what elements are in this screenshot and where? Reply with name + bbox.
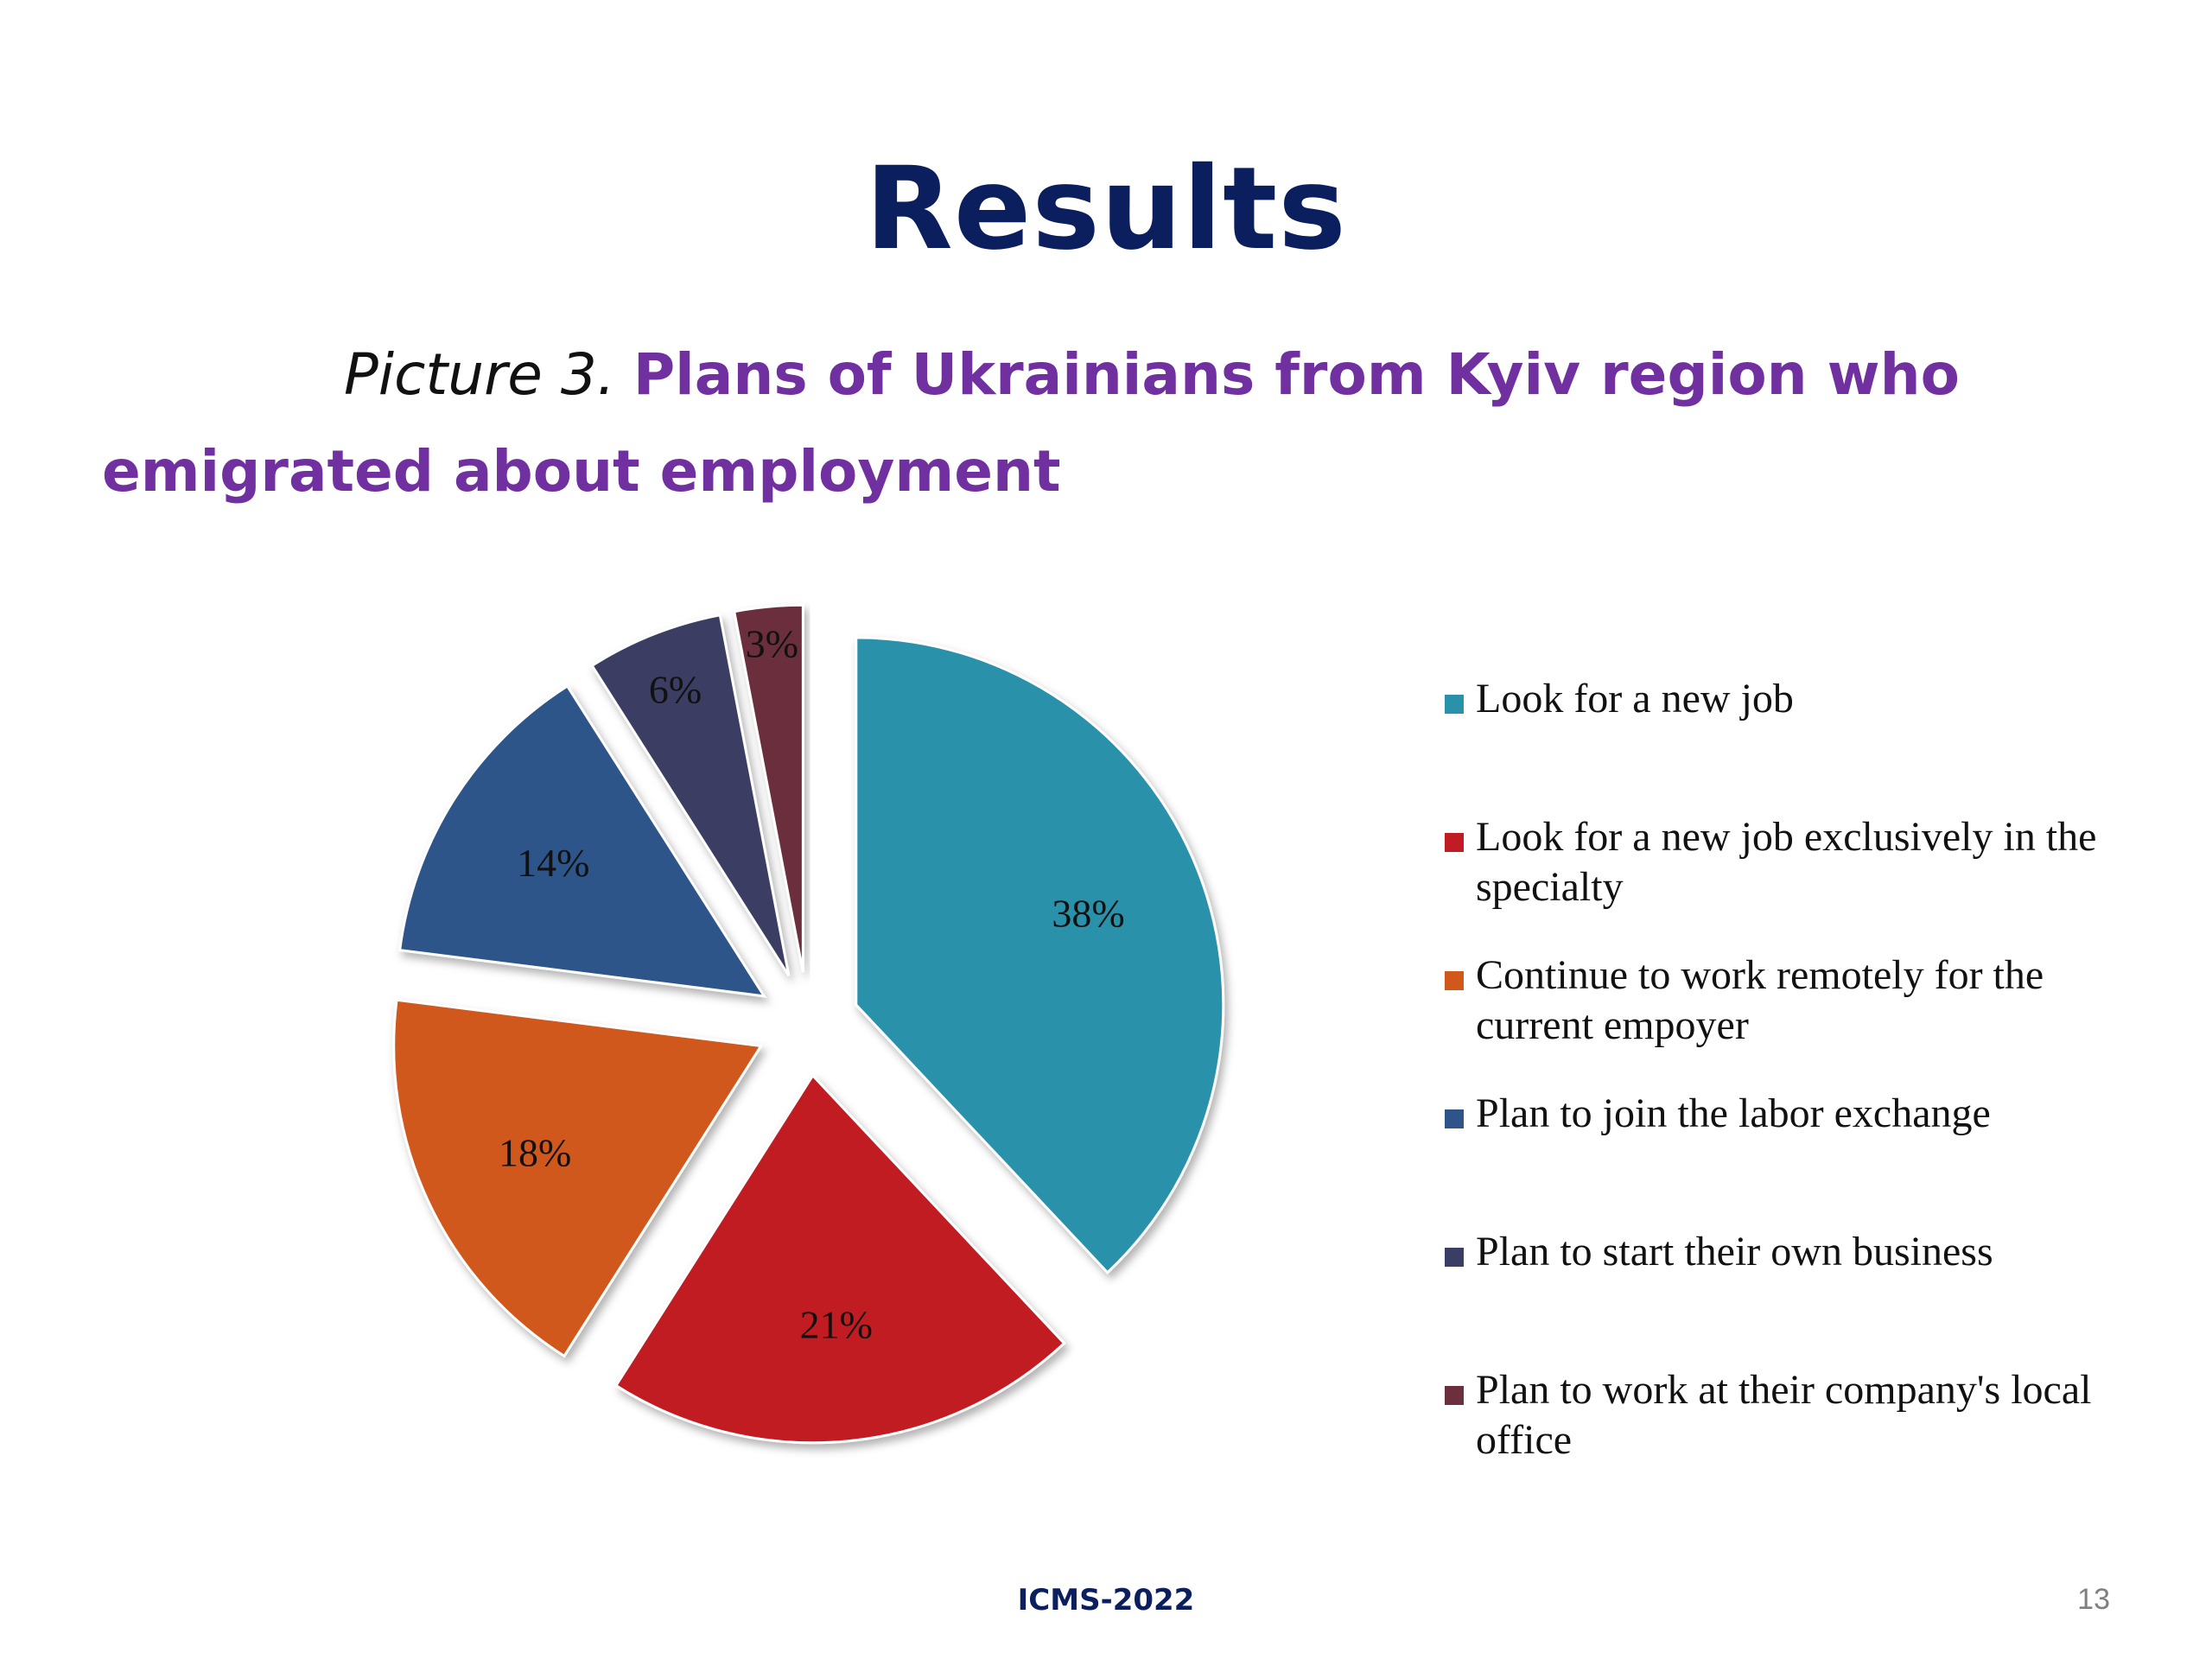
slice-data-label: 21% (800, 1302, 873, 1346)
legend-item: Plan to work at their company's local of… (1445, 1365, 2119, 1465)
pie-slice (392, 998, 764, 1358)
legend-swatch (1445, 695, 1464, 714)
legend-item: Look for a new job exclusively in the sp… (1445, 812, 2119, 912)
legend-label: Plan to start their own business (1476, 1229, 1993, 1274)
pie-slice (613, 1073, 1066, 1445)
legend-label: Plan to work at their company's local of… (1476, 1367, 2092, 1463)
legend-label: Plan to join the labor exchange (1476, 1090, 1991, 1136)
pie-slice (855, 636, 1225, 1274)
slice-data-label: 6% (649, 667, 702, 711)
legend-label: Look for a new job (1476, 676, 1794, 721)
legend-item: Continue to work remotely for the curren… (1445, 950, 2119, 1051)
pie-slice (732, 603, 804, 973)
caption-title: Plans of Ukrainians from Kyiv region who… (102, 341, 1960, 505)
footer-conference: ICMS-2022 (1017, 1583, 1195, 1618)
slice-data-label: 3% (746, 621, 798, 665)
slice-data-label: 38% (1052, 892, 1124, 936)
legend-label: Continue to work remotely for the curren… (1476, 952, 2044, 1048)
slice-data-label: 18% (499, 1131, 571, 1175)
legend-swatch (1445, 1248, 1464, 1267)
pie-slice (590, 613, 791, 977)
slide-title: Results (865, 143, 1347, 276)
legend-label: Look for a new job exclusively in the sp… (1476, 814, 2097, 910)
caption-prefix: Picture 3. (344, 341, 615, 408)
pie-slice (398, 683, 767, 998)
slice-data-label: 14% (517, 841, 589, 885)
legend-item: Plan to join the labor exchange (1445, 1089, 2119, 1139)
legend-item: Look for a new job (1445, 674, 2119, 724)
legend-swatch (1445, 1109, 1464, 1128)
legend-swatch (1445, 833, 1464, 852)
page-number: 13 (2077, 1583, 2110, 1616)
legend-swatch (1445, 971, 1464, 990)
legend-swatch (1445, 1386, 1464, 1405)
legend-item: Plan to start their own business (1445, 1227, 2119, 1277)
figure-caption: Picture 3. Plans of Ukrainians from Kyiv… (102, 327, 2003, 520)
